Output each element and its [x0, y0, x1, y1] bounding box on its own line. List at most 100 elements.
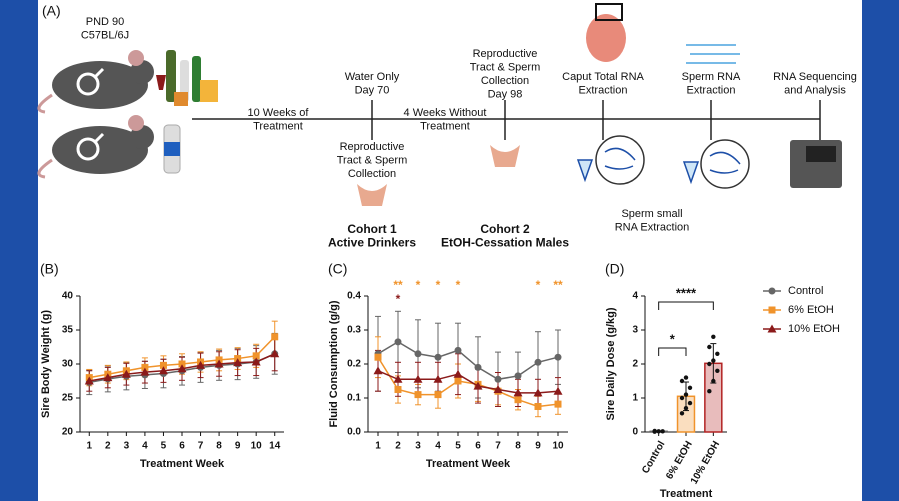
x-tick-label: 9	[235, 441, 241, 452]
marker	[270, 349, 280, 358]
marker	[454, 377, 462, 385]
x-tick-label: 8	[515, 441, 521, 452]
marker	[533, 388, 543, 397]
y-tick-label: 30	[62, 359, 74, 370]
timeline	[192, 100, 821, 140]
diagram-label: Reproductive	[340, 141, 405, 153]
data-point	[715, 368, 720, 373]
panel-label: (B)	[40, 261, 59, 277]
sequencer-icon	[790, 140, 842, 188]
data-point	[683, 392, 689, 397]
data-point	[660, 429, 665, 434]
y-tick-label: 35	[62, 325, 74, 336]
diagram-label: and Analysis	[784, 84, 846, 96]
diagram-label: Collection	[348, 168, 396, 180]
marker	[252, 352, 260, 360]
x-tick-label: 4	[142, 441, 148, 452]
diagram-label: Day 98	[488, 88, 523, 100]
data-point	[707, 361, 712, 367]
diagram-label: Day 70	[355, 84, 390, 96]
marker	[374, 353, 382, 361]
x-axis-title: Treatment Week	[140, 458, 225, 470]
series-line	[377, 341, 559, 381]
marker	[553, 386, 563, 395]
significance-label: *	[456, 278, 461, 292]
marker	[413, 374, 423, 383]
panel-label: (C)	[328, 261, 347, 277]
marker	[493, 385, 503, 393]
data-point	[707, 344, 712, 350]
y-axis-title: Sire Daily Dose (g/kg)	[605, 307, 617, 420]
legend-label: Control	[788, 285, 823, 297]
marker	[554, 353, 562, 361]
marker	[121, 369, 131, 378]
y-tick-label: 0.0	[347, 427, 361, 438]
marker	[177, 364, 187, 373]
marker	[454, 346, 462, 354]
marker	[433, 374, 443, 383]
x-tick-label: 6	[475, 441, 481, 452]
diagram-label: Tract & Sperm	[470, 61, 541, 73]
marker	[434, 353, 442, 361]
diagram-label: PND 90	[86, 16, 125, 28]
x-tick-label: 5	[455, 441, 461, 452]
x-tick-label: 2	[395, 441, 401, 452]
marker	[141, 363, 149, 371]
diagram-label: Extraction	[579, 84, 628, 96]
diagram-label: Reproductive	[473, 48, 538, 60]
marker	[214, 359, 224, 368]
diagram-label: Active Drinkers	[328, 236, 416, 250]
marker	[159, 361, 167, 369]
y-tick-label: 0.2	[347, 359, 361, 370]
diagram-label: Treatment	[420, 120, 470, 132]
marker	[158, 366, 168, 375]
data-point	[711, 378, 716, 384]
marker	[434, 391, 442, 399]
diagram-label: Collection	[481, 75, 529, 87]
significance-label: *	[536, 278, 541, 292]
marker	[514, 372, 522, 380]
diagram-label: Tract & Sperm	[337, 154, 408, 166]
testis-icon	[586, 3, 626, 62]
x-axis-title: Treatment Week	[426, 458, 511, 470]
marker	[178, 360, 186, 368]
data-point	[679, 411, 685, 416]
marker	[393, 374, 403, 383]
alcohol-icon	[156, 50, 218, 106]
diagram-label: Caput Total RNA	[562, 71, 644, 83]
marker	[251, 357, 261, 366]
tract-icon	[357, 145, 520, 206]
marker	[514, 396, 522, 404]
x-tick-label: 3	[415, 441, 421, 452]
x-tick-label: 5	[161, 441, 167, 452]
legend-marker	[768, 287, 776, 295]
marker	[394, 386, 402, 393]
diagram-label: Sperm RNA	[682, 71, 741, 83]
legend-label: 10% EtOH	[788, 323, 840, 335]
data-point	[711, 358, 716, 363]
y-tick-label: 0.3	[347, 325, 361, 336]
marker	[474, 363, 482, 371]
data-point	[715, 351, 720, 356]
diagram-label: Water Only	[345, 71, 400, 83]
marker	[554, 400, 562, 408]
x-axis-title: Treatment	[660, 488, 713, 500]
significance-label: *	[436, 278, 441, 292]
marker	[414, 350, 422, 358]
y-tick-label: 4	[632, 291, 638, 302]
x-tick-label: 1	[375, 441, 381, 452]
y-tick-label: 2	[632, 359, 638, 370]
marker	[513, 388, 523, 397]
y-tick-label: 0.4	[347, 291, 361, 302]
x-tick-label: 10	[251, 441, 263, 452]
water-icon	[163, 124, 181, 174]
marker	[233, 358, 243, 367]
sperm-icon	[686, 44, 740, 64]
significance-label: **	[553, 278, 563, 292]
x-tick-label: 4	[435, 441, 441, 452]
rna-icon	[576, 135, 750, 189]
data-point	[652, 428, 657, 434]
x-tick-label: 14	[269, 441, 281, 452]
diagram-label: Sperm small	[621, 208, 682, 220]
